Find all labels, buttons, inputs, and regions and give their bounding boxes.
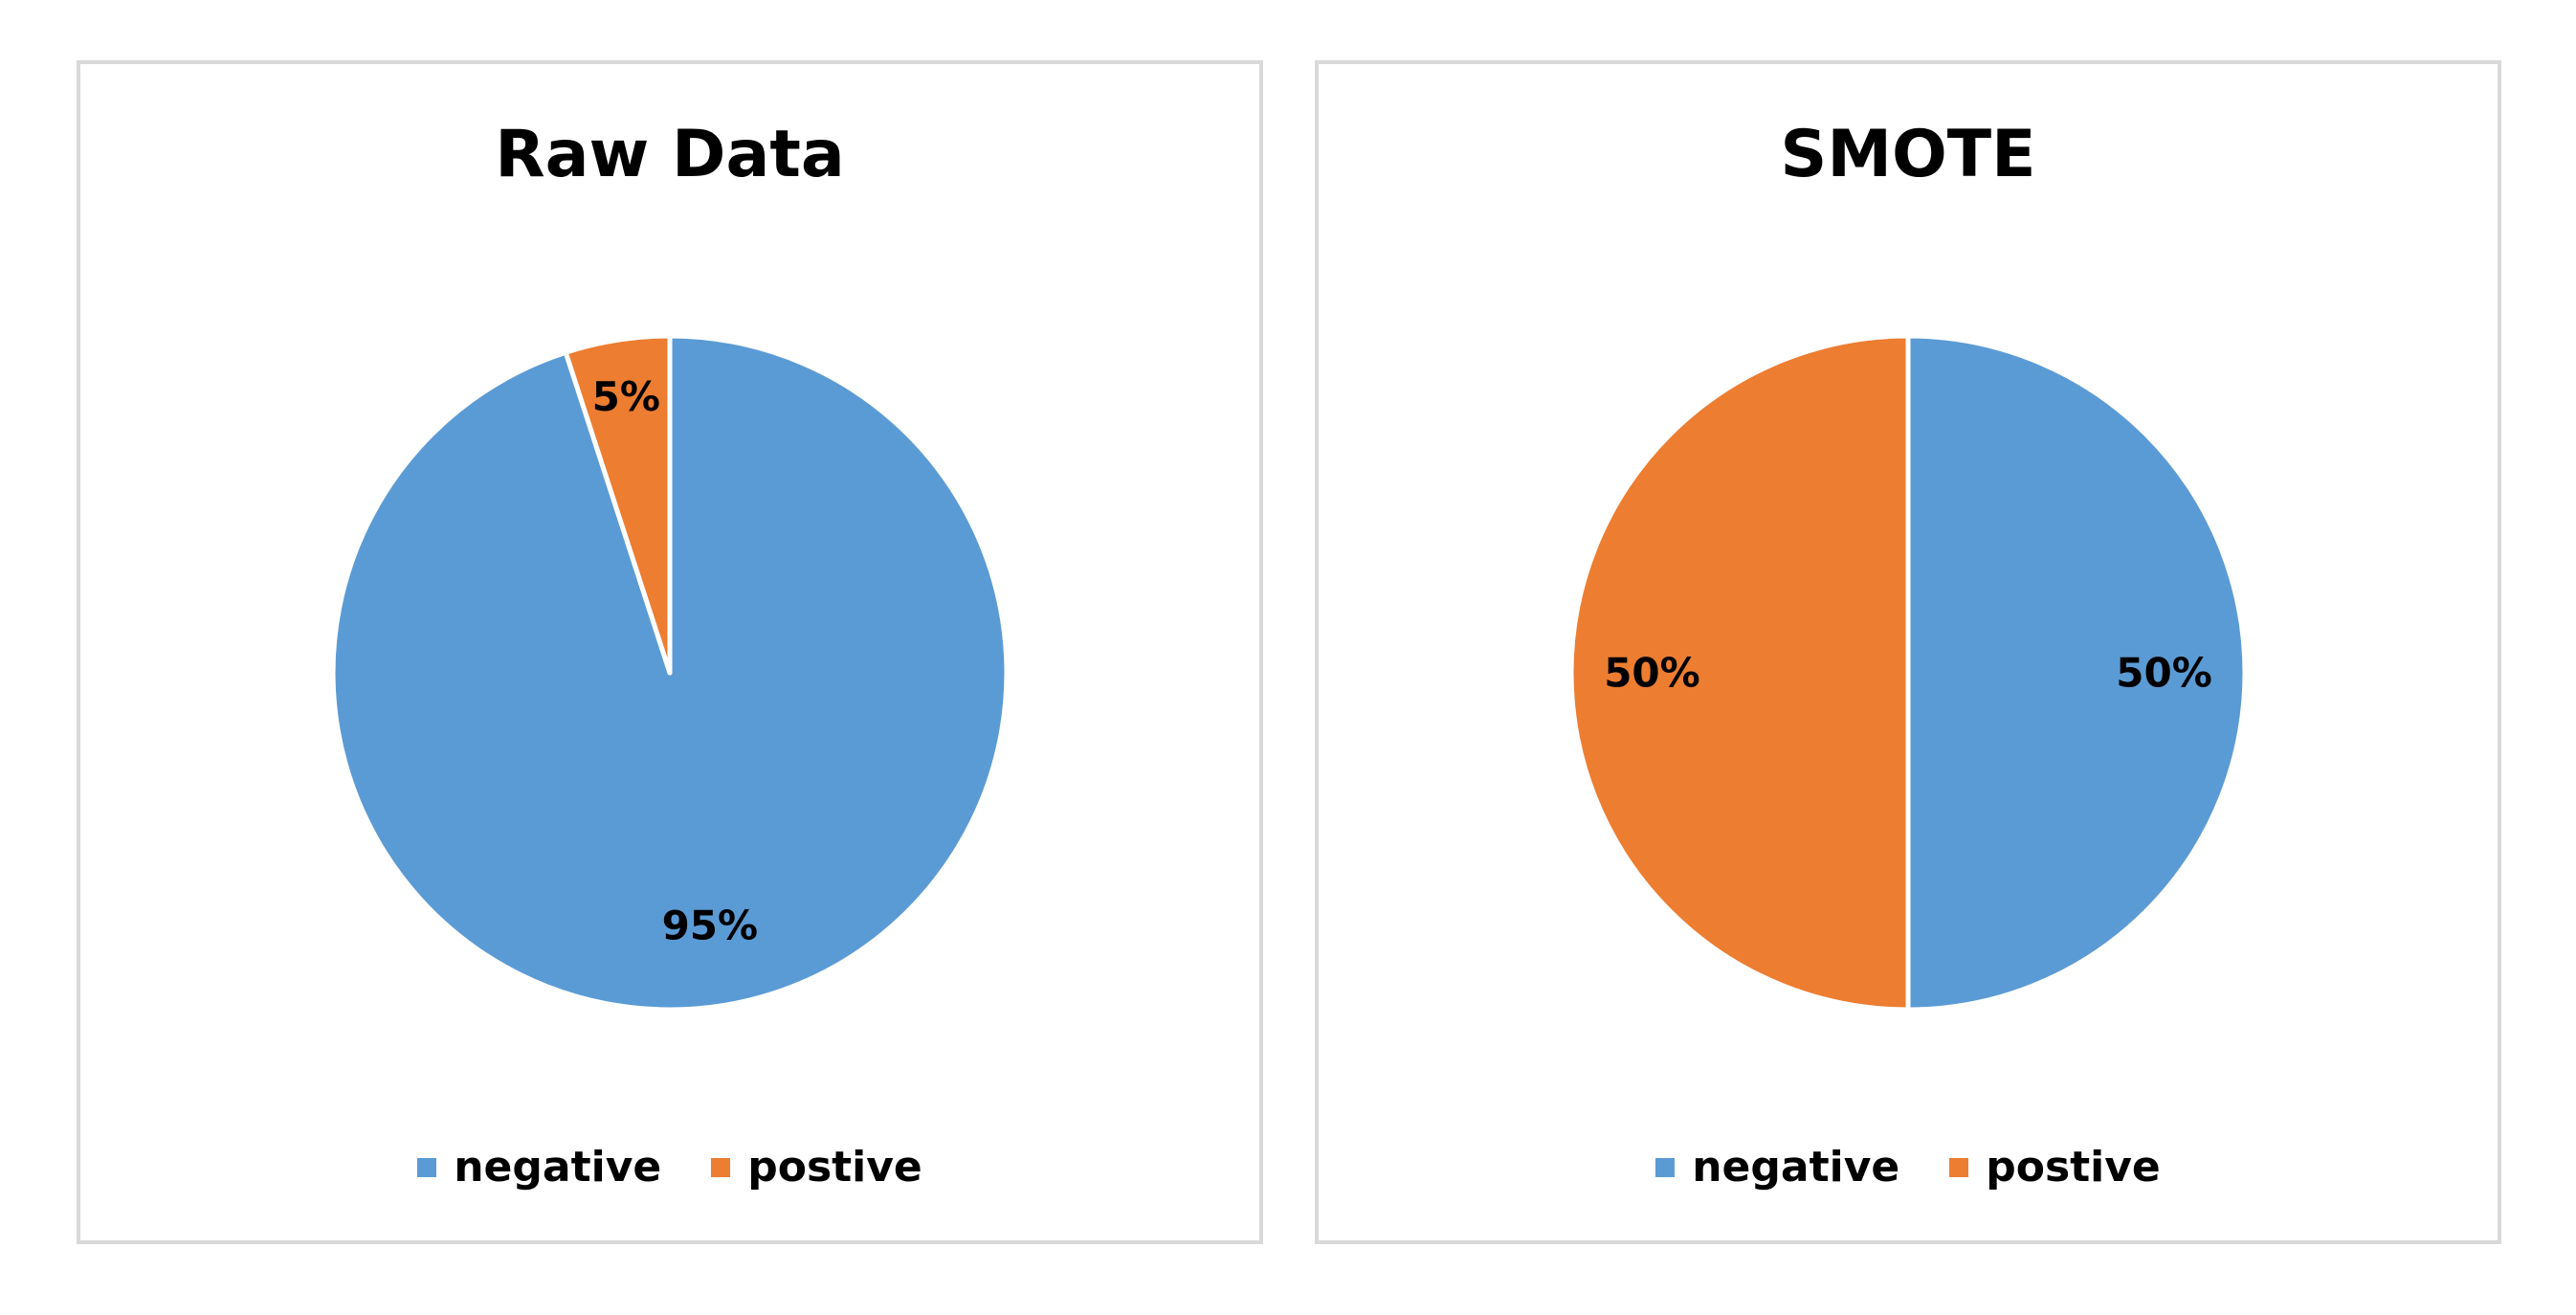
legend-item-negative: negative [1655,1143,1899,1192]
data-label-negative: 50% [2116,650,2212,697]
legend-swatch-postive [711,1157,731,1177]
legend-swatch-negative [417,1157,437,1177]
data-label-postive: 5% [592,373,660,420]
chart-panel-smote: SMOTE 50% 50% negative postive [1315,60,2501,1244]
legend-item-negative: negative [417,1143,661,1192]
legend: negative postive [80,1143,1259,1192]
pie-slice-postive [563,333,673,676]
chart-panel-raw-data: Raw Data 95% 5% negative postive [77,60,1263,1244]
legend-swatch-negative [1655,1157,1676,1177]
legend-item-postive: postive [711,1143,922,1192]
pie-chart: 50% 50% [1568,333,2248,1013]
chart-title: SMOTE [1780,117,2036,192]
legend: negative postive [1319,1143,2498,1192]
data-label-negative: 95% [662,903,759,949]
legend-label: negative [1692,1143,1900,1192]
legend-item-postive: postive [1949,1143,2161,1192]
pie-slice-negative [1905,333,2248,1013]
legend-label: postive [747,1143,922,1192]
pie-slice-postive [1568,333,1911,1013]
legend-label: negative [454,1143,662,1192]
data-label-postive: 50% [1604,650,1700,697]
legend-swatch-postive [1949,1157,1969,1177]
pie-chart: 95% 5% [330,333,1010,1013]
legend-label: postive [1986,1143,2161,1192]
chart-title: Raw Data [495,117,845,192]
